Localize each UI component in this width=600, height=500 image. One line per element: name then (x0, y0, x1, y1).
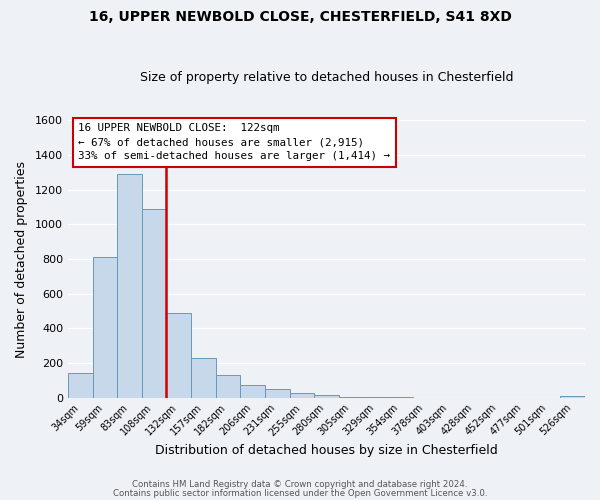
Bar (240, 384, 265, 398)
Bar (265, 389, 290, 398)
Bar (117, 174, 142, 398)
Bar (142, 209, 166, 398)
Bar (364, 397, 388, 398)
Text: 16, UPPER NEWBOLD CLOSE, CHESTERFIELD, S41 8XD: 16, UPPER NEWBOLD CLOSE, CHESTERFIELD, S… (89, 10, 511, 24)
Bar (290, 393, 314, 398)
Title: Size of property relative to detached houses in Chesterfield: Size of property relative to detached ho… (140, 72, 513, 85)
Text: 16 UPPER NEWBOLD CLOSE:  122sqm
← 67% of detached houses are smaller (2,915)
33%: 16 UPPER NEWBOLD CLOSE: 122sqm ← 67% of … (78, 123, 390, 161)
Bar (68, 374, 92, 398)
Bar (339, 397, 364, 398)
X-axis label: Distribution of detached houses by size in Chesterfield: Distribution of detached houses by size … (155, 444, 498, 458)
Bar (92, 258, 117, 398)
Bar (215, 375, 240, 398)
Y-axis label: Number of detached properties: Number of detached properties (15, 160, 28, 358)
Bar (314, 395, 339, 398)
Bar (166, 313, 191, 398)
Text: Contains HM Land Registry data © Crown copyright and database right 2024.: Contains HM Land Registry data © Crown c… (132, 480, 468, 489)
Bar (191, 358, 215, 398)
Text: Contains public sector information licensed under the Open Government Licence v3: Contains public sector information licen… (113, 488, 487, 498)
Bar (560, 396, 585, 398)
